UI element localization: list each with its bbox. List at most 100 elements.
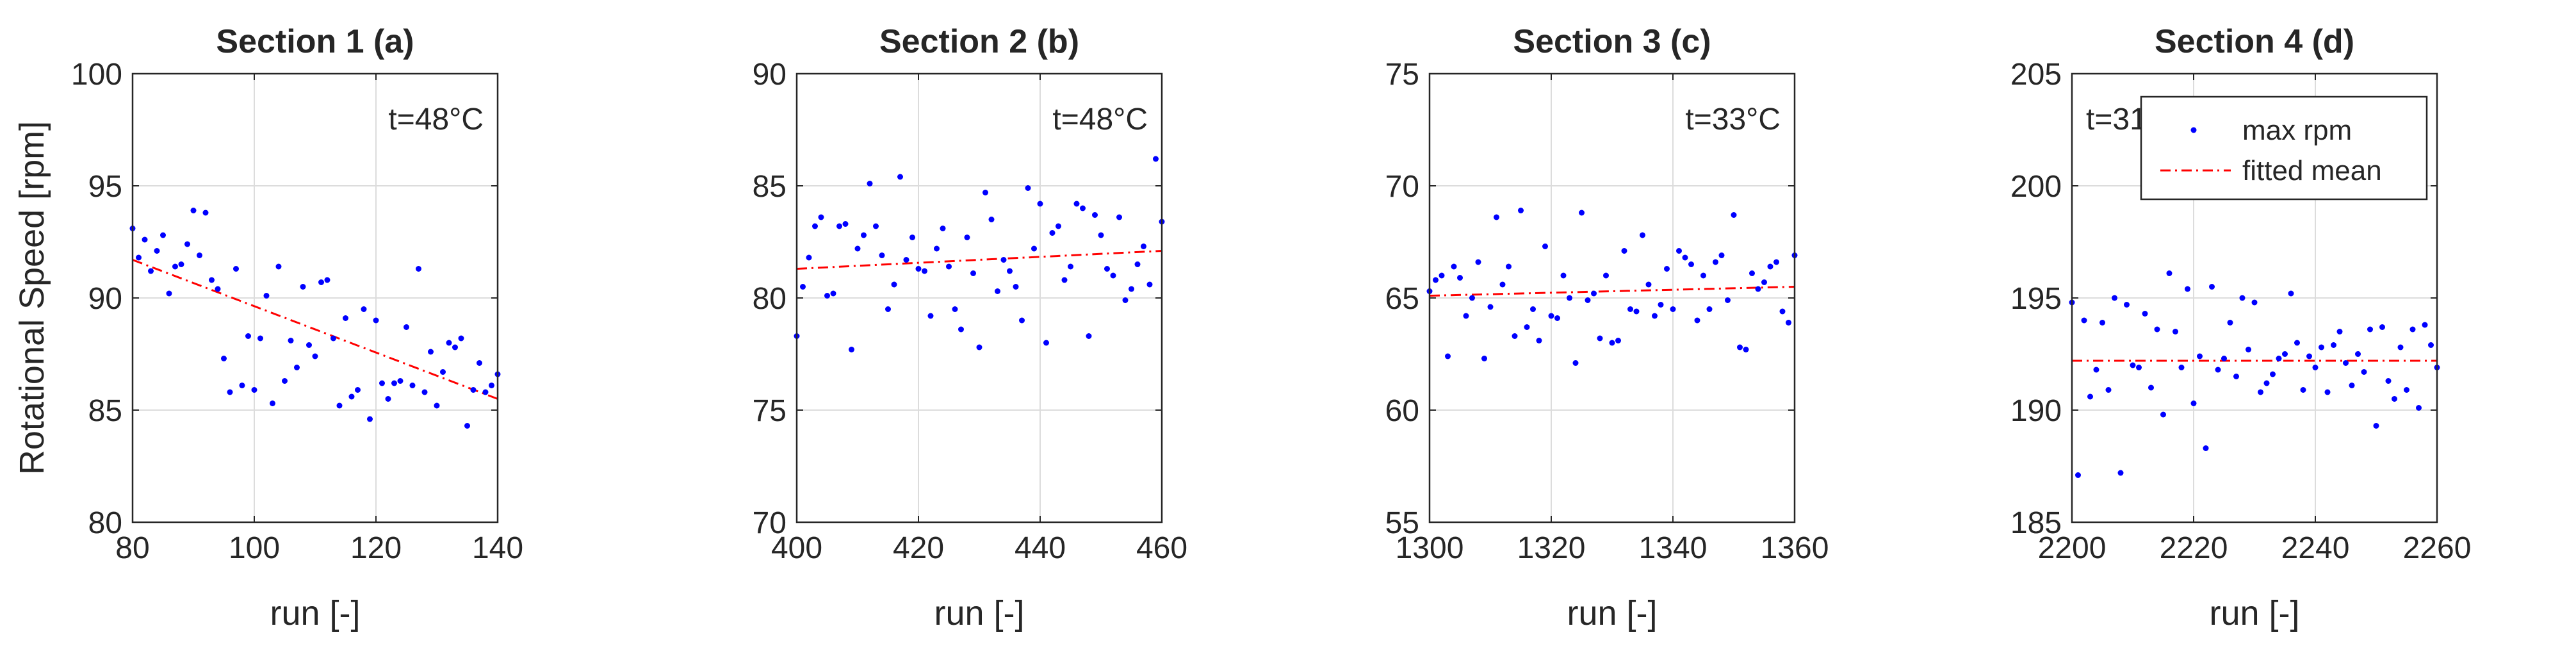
legend-box [2140,95,2428,201]
data-point [1061,277,1068,283]
data-point [1037,201,1043,207]
data-point [2227,320,2233,326]
data-point [934,245,940,252]
data-point [812,223,818,229]
data-point [1713,259,1718,265]
data-point [970,270,976,276]
data-point [1451,263,1457,270]
data-point [373,317,379,324]
legend-label-fitted-mean: fitted mean [2242,155,2382,186]
x-tick-label: 2260 [2403,531,2472,565]
data-point [1718,252,1725,258]
data-point [288,338,294,343]
data-point [2373,423,2379,429]
temperature-annotation: t=33°C [1685,103,1781,136]
data-point [1700,272,1706,279]
y-tick-label: 190 [2010,394,2062,428]
data-point [1694,317,1700,324]
data-point [172,263,178,270]
y-tick-label: 75 [1385,58,1419,92]
data-point [1494,214,1499,220]
data-point [1554,315,1560,321]
data-point [1640,232,1645,238]
data-point [2336,329,2343,334]
x-tick-label: 2200 [2038,531,2107,565]
y-tick-label: 65 [1385,282,1419,316]
data-point [1597,335,1603,342]
data-point [2112,295,2117,301]
data-point [1579,210,1585,216]
data-point [397,378,404,384]
data-point [976,344,982,351]
data-point [428,349,434,355]
data-point [178,261,184,267]
data-point [1621,248,1627,254]
data-point [879,252,885,258]
data-point [477,360,482,366]
data-point [849,347,854,352]
data-point [2239,295,2246,301]
data-point [842,221,849,227]
data-point [2404,387,2409,393]
y-tick-label: 85 [88,394,122,428]
data-point [1110,272,1116,279]
data-point [2263,380,2270,386]
y-tick-label: 195 [2010,282,2062,316]
data-point [2142,311,2148,317]
data-point [1688,261,1694,267]
data-point [1645,281,1652,288]
data-point [1743,347,1749,352]
y-tick-label: 90 [753,58,787,92]
data-point [1773,259,1779,265]
data-point [2319,344,2324,351]
data-point [1627,306,1633,312]
data-point [2197,353,2203,359]
data-point [409,383,416,388]
x-tick-label: 2220 [2160,531,2228,565]
plot-frame [131,72,499,524]
data-point [2331,342,2336,348]
data-point [1779,308,1786,315]
data-point [2172,329,2178,334]
fitted-mean-line [796,250,1162,270]
data-point [421,389,428,395]
data-point [2276,356,2282,361]
data-point [1664,266,1670,272]
data-point [202,210,209,216]
data-point [1737,344,1743,351]
data-point [1536,338,1542,343]
data-point [2288,290,2294,297]
data-point [2209,284,2215,290]
y-tick-label: 85 [753,170,787,204]
data-point [915,266,922,272]
data-point [2355,351,2361,357]
legend: max rpm fitted mean [2140,95,2428,201]
x-tick-label: 420 [893,531,944,565]
data-point [2385,378,2392,384]
data-point [2093,367,2099,373]
data-point [404,324,409,330]
data-point [830,290,836,297]
data-point [1445,353,1451,359]
x-axis-label: run [-] [270,594,360,632]
y-tick-label: 200 [2010,170,2062,204]
data-point [2379,324,2385,330]
data-point [2300,387,2306,393]
data-point [294,365,300,370]
data-point [227,389,233,395]
data-point [873,223,879,229]
data-point [2361,369,2367,375]
data-point [489,383,494,388]
data-point [166,290,172,297]
data-point [148,268,154,274]
data-point [1725,297,1731,303]
chart-panel-2: 400 420 440 460 70 75 80 85 90 Section 2 (b) run [… [753,23,1187,632]
data-point [1542,243,1548,249]
data-point [245,333,251,339]
x-tick-label: 80 [115,531,149,565]
data-point [2166,270,2172,276]
chart-panel-4: 2200 2220 2240 2260 185 190 195 200 205 Section 4… [2010,23,2471,632]
data-point [391,380,397,386]
data-point [1043,340,1049,346]
data-point [263,293,270,299]
